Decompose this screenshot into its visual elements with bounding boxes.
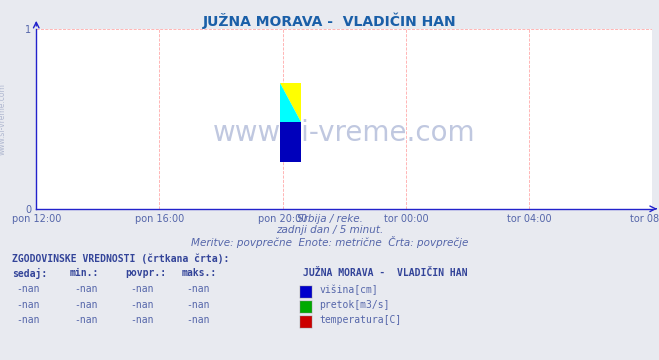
Text: -nan: -nan xyxy=(16,300,40,310)
Text: JUŽNA MORAVA -  VLADIČIN HAN: JUŽNA MORAVA - VLADIČIN HAN xyxy=(303,268,468,278)
Text: temperatura[C]: temperatura[C] xyxy=(320,315,402,325)
Text: višina[cm]: višina[cm] xyxy=(320,284,378,295)
Text: -nan: -nan xyxy=(74,300,98,310)
Text: sedaj:: sedaj: xyxy=(12,268,47,279)
Text: Srbija / reke.: Srbija / reke. xyxy=(297,214,362,224)
Bar xyxy=(279,122,301,162)
Text: -nan: -nan xyxy=(16,284,40,294)
Polygon shape xyxy=(279,83,301,122)
Text: -nan: -nan xyxy=(130,284,154,294)
Text: povpr.:: povpr.: xyxy=(125,268,166,278)
Text: www.si-vreme.com: www.si-vreme.com xyxy=(0,83,7,155)
Text: JUŽNA MORAVA -  VLADIČIN HAN: JUŽNA MORAVA - VLADIČIN HAN xyxy=(203,13,456,29)
Text: zadnji dan / 5 minut.: zadnji dan / 5 minut. xyxy=(276,225,383,235)
Text: -nan: -nan xyxy=(16,315,40,325)
Text: -nan: -nan xyxy=(74,315,98,325)
Text: min.:: min.: xyxy=(69,268,99,278)
Text: -nan: -nan xyxy=(186,300,210,310)
Text: ZGODOVINSKE VREDNOSTI (črtkana črta):: ZGODOVINSKE VREDNOSTI (črtkana črta): xyxy=(12,254,229,264)
Text: -nan: -nan xyxy=(74,284,98,294)
Text: www.si-vreme.com: www.si-vreme.com xyxy=(213,119,476,147)
Text: -nan: -nan xyxy=(130,300,154,310)
Text: -nan: -nan xyxy=(130,315,154,325)
Text: pretok[m3/s]: pretok[m3/s] xyxy=(320,300,390,310)
Text: Meritve: povprečne  Enote: metrične  Črta: povprečje: Meritve: povprečne Enote: metrične Črta:… xyxy=(191,236,468,248)
Text: -nan: -nan xyxy=(186,284,210,294)
Text: -nan: -nan xyxy=(186,315,210,325)
Text: maks.:: maks.: xyxy=(181,268,216,278)
Polygon shape xyxy=(279,83,301,122)
